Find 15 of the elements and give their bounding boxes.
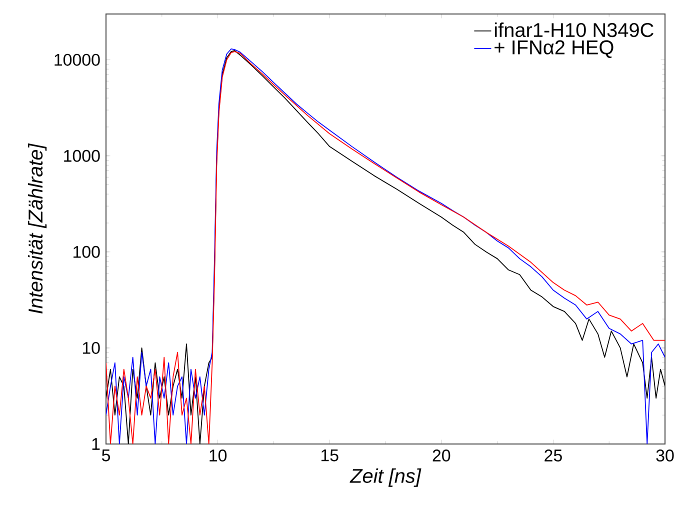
- y-tick-label: 10000: [54, 54, 100, 66]
- x-tick-label: 30: [656, 450, 674, 462]
- x-tick-label: 5: [102, 450, 110, 462]
- legend-label: ifnar1-H10 N349C: [494, 22, 654, 38]
- x-tick-label: 25: [544, 450, 562, 462]
- y-tick-label: 100: [74, 246, 100, 258]
- y-tick-label: 1000: [64, 150, 100, 162]
- x-axis-title: Zeit [ns]: [350, 468, 422, 487]
- x-tick-label: 10: [210, 450, 227, 462]
- y-axis-title: Intensität [Zählrate]: [28, 143, 47, 314]
- x-tick-label: 15: [321, 450, 338, 462]
- y-tick-label: 1: [92, 438, 100, 450]
- legend-label: + IFNα2 HEQ: [494, 40, 614, 58]
- x-tick-label: 20: [432, 450, 450, 462]
- y-tick-label: 10: [82, 342, 100, 354]
